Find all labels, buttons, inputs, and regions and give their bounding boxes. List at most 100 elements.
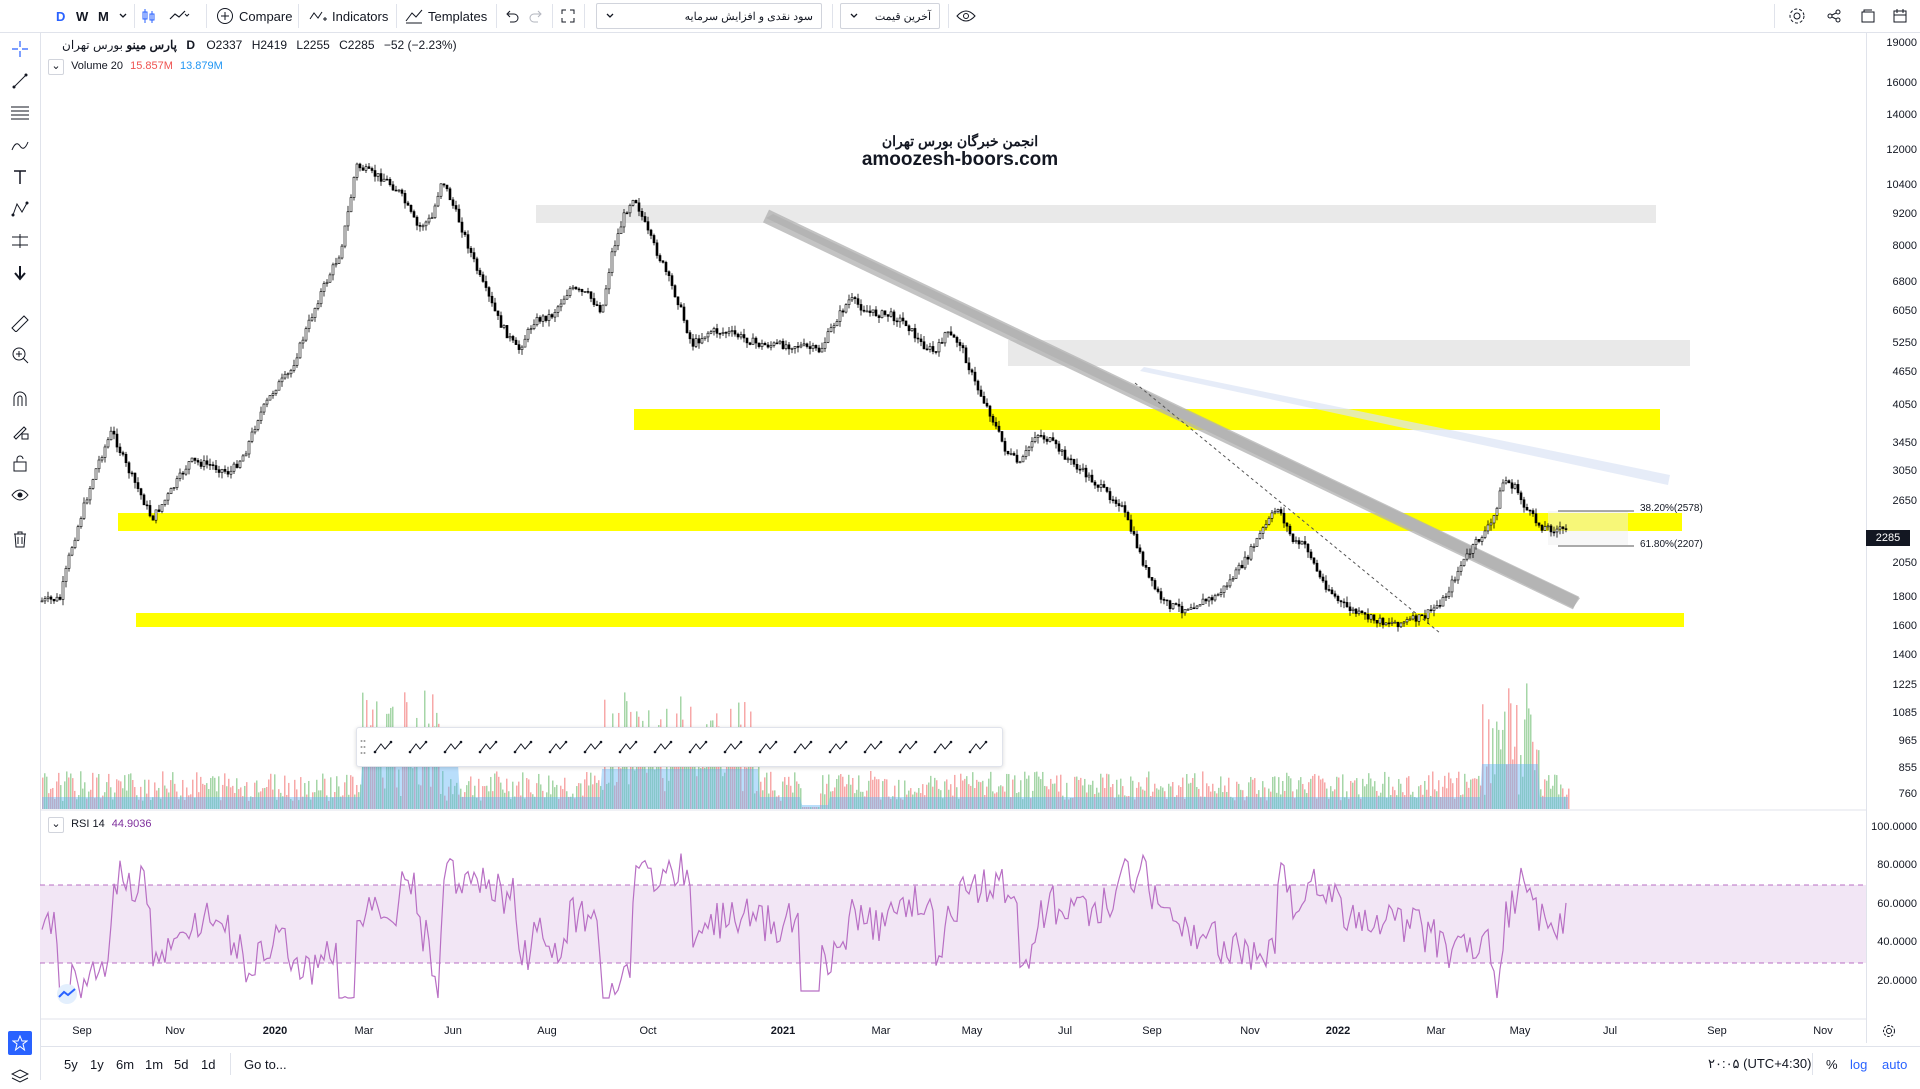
- crosshair-icon[interactable]: [0, 37, 40, 61]
- volume-bar: [790, 785, 792, 809]
- trend-channel-band[interactable]: [762, 209, 1580, 610]
- candle-body: [496, 310, 500, 316]
- magnet-icon[interactable]: [0, 387, 40, 411]
- auto-toggle[interactable]: auto: [1882, 1056, 1908, 1072]
- range-5d-button[interactable]: 5d: [174, 1056, 189, 1072]
- fib-retracement-icon[interactable]: [0, 101, 40, 125]
- eye-icon[interactable]: [0, 483, 40, 507]
- path-icon[interactable]: [651, 735, 675, 759]
- volume-bar: [1532, 741, 1534, 809]
- horizontal-lines-icon[interactable]: [371, 735, 395, 759]
- line-chart-icon[interactable]: [168, 0, 190, 32]
- arrow-down-icon[interactable]: [0, 261, 40, 285]
- volume-bar: [746, 767, 748, 809]
- channel-icon[interactable]: [511, 735, 535, 759]
- ruler-icon[interactable]: [0, 311, 40, 335]
- indicators-button[interactable]: Indicators: [308, 0, 388, 32]
- percent-toggle[interactable]: %: [1826, 1056, 1838, 1072]
- volume-bar: [926, 784, 928, 809]
- snapshot-icon[interactable]: [1860, 0, 1876, 32]
- support-zone-yellow[interactable]: [634, 409, 1660, 430]
- undo-icon[interactable]: [504, 0, 520, 32]
- box-icon[interactable]: [686, 735, 710, 759]
- text-icon[interactable]: [476, 735, 500, 759]
- volume-bar: [1502, 729, 1504, 809]
- pattern-icon[interactable]: [0, 197, 40, 221]
- trash-icon[interactable]: [0, 527, 40, 551]
- resistance-zone-gray[interactable]: [536, 205, 1656, 223]
- log-toggle[interactable]: log: [1850, 1056, 1868, 1072]
- candle-body: [1465, 553, 1469, 560]
- interval-w-button[interactable]: W: [76, 8, 89, 24]
- volume-legend[interactable]: ⌄ Volume 20 15.857M 13.879M: [48, 59, 223, 75]
- brush-tool-icon[interactable]: [721, 735, 745, 759]
- trend-channel-light[interactable]: [1140, 367, 1670, 485]
- volume-bar: [168, 792, 170, 809]
- brush-icon[interactable]: [0, 133, 40, 157]
- calendar-icon[interactable]: [1892, 0, 1908, 32]
- price-type-dropdown[interactable]: آخرین قیمت: [840, 3, 940, 29]
- support-zone-yellow[interactable]: [118, 513, 1682, 531]
- collapse-chevron-icon[interactable]: ⌄: [48, 59, 64, 75]
- horizontal-ray-icon[interactable]: [581, 735, 605, 759]
- symbol-legend[interactable]: پارس مینو بورس تهران D O2337 H2419 L2255…: [62, 38, 457, 52]
- star-icon[interactable]: [0, 1031, 40, 1055]
- cross-line-icon[interactable]: [616, 735, 640, 759]
- price-tick-label: 2050: [1892, 557, 1917, 569]
- volume-bar: [178, 799, 180, 809]
- interval-d-button[interactable]: D: [56, 8, 66, 24]
- zoom-icon[interactable]: [0, 343, 40, 367]
- interval-more-chevron-icon[interactable]: [118, 0, 128, 32]
- rsi-legend[interactable]: ⌄ RSI 14 44.9036: [48, 817, 152, 833]
- price-scale[interactable]: 19000 16000 14000 12000 10400 9200 8000 6800 605…: [1866, 33, 1920, 1043]
- volume-bar: [224, 773, 226, 809]
- xabcd-pattern-icon[interactable]: [791, 735, 815, 759]
- templates-button[interactable]: Templates: [404, 0, 487, 32]
- rectangle-icon[interactable]: [441, 735, 465, 759]
- range-6m-button[interactable]: 6m: [116, 1056, 135, 1072]
- text-icon[interactable]: [0, 165, 40, 189]
- resistance-zone-gray[interactable]: [1008, 340, 1690, 366]
- goto-button[interactable]: Go to...: [244, 1056, 287, 1072]
- floating-drawing-toolbar[interactable]: [356, 727, 1003, 767]
- volume-bar: [1168, 783, 1170, 809]
- lock-icon[interactable]: [0, 451, 40, 475]
- candle-body: [1405, 619, 1409, 623]
- abcd-pattern-icon[interactable]: [826, 735, 850, 759]
- interval-m-button[interactable]: M: [98, 8, 109, 24]
- share-icon[interactable]: [1826, 0, 1842, 32]
- prediction-icon[interactable]: [0, 229, 40, 253]
- drag-handle-icon[interactable]: [360, 738, 366, 756]
- axis-settings-gear-icon[interactable]: [1882, 1024, 1896, 1043]
- ray-icon[interactable]: [406, 735, 430, 759]
- range-1m-button[interactable]: 1m: [145, 1056, 164, 1072]
- trendline-icon[interactable]: [0, 69, 40, 93]
- candle-body: [1096, 484, 1100, 488]
- callout-icon[interactable]: [546, 735, 570, 759]
- fib-box[interactable]: [1548, 511, 1628, 545]
- support-zone-yellow[interactable]: [136, 613, 1684, 627]
- polyline-icon[interactable]: [966, 735, 990, 759]
- volume-bar: [862, 791, 864, 809]
- elliott-wave-icon[interactable]: [861, 735, 885, 759]
- range-5y-button[interactable]: 5y: [64, 1056, 78, 1072]
- curve-icon[interactable]: [931, 735, 955, 759]
- compare-button[interactable]: Compare: [216, 0, 292, 32]
- range-1y-button[interactable]: 1y: [90, 1056, 104, 1072]
- eye-icon[interactable]: [956, 0, 976, 32]
- info-line-icon[interactable]: [756, 735, 780, 759]
- collapse-chevron-icon[interactable]: ⌄: [48, 817, 64, 833]
- fib-tool-icon[interactable]: [896, 735, 920, 759]
- candles-icon[interactable]: [140, 0, 158, 32]
- chart-area[interactable]: پارس مینو بورس تهران D O2337 H2419 L2255…: [40, 33, 1866, 1043]
- range-1d-button[interactable]: 1d: [201, 1056, 216, 1072]
- redo-icon[interactable]: [528, 0, 544, 32]
- lock-drawings-icon[interactable]: [0, 419, 40, 443]
- layers-icon[interactable]: [0, 1065, 40, 1089]
- dividends-dropdown[interactable]: سود نقدی و افزایش سرمایه: [596, 3, 822, 29]
- volume-bar: [1560, 784, 1562, 809]
- settings-gear-icon[interactable]: [1788, 0, 1806, 32]
- fullscreen-icon[interactable]: [560, 0, 576, 32]
- volume-bar: [620, 768, 622, 809]
- timezone-label[interactable]: ۲۰:۰۵ (UTC+4:30): [1708, 1056, 1812, 1071]
